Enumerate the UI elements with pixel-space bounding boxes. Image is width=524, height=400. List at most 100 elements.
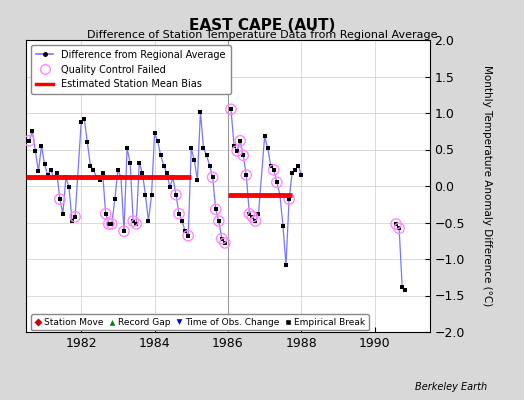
Point: [251, 218, 259, 224]
Point: [169, 174, 177, 180]
Point: [282, 262, 290, 268]
Point: [285, 196, 293, 202]
Point: [129, 218, 137, 224]
Point: [71, 214, 79, 220]
Point: [135, 160, 144, 166]
Point: [221, 240, 229, 246]
Point: [172, 192, 180, 198]
Point: [248, 214, 257, 220]
Point: [107, 221, 116, 227]
Point: [184, 232, 192, 239]
Point: [230, 143, 238, 149]
Point: [217, 235, 226, 242]
Point: [95, 177, 104, 183]
Point: [291, 167, 299, 173]
Point: [123, 145, 131, 151]
Point: [31, 148, 39, 154]
Point: [99, 170, 107, 176]
Point: [294, 162, 302, 169]
Text: Berkeley Earth: Berkeley Earth: [415, 382, 487, 392]
Point: [104, 221, 113, 227]
Point: [159, 162, 168, 169]
Point: [221, 240, 229, 246]
Point: [144, 218, 152, 224]
Point: [59, 210, 67, 217]
Point: [102, 210, 110, 217]
Point: [227, 106, 235, 112]
Point: [71, 214, 79, 220]
Y-axis label: Monthly Temperature Anomaly Difference (°C): Monthly Temperature Anomaly Difference (…: [482, 65, 492, 307]
Point: [224, 316, 232, 322]
Point: [242, 172, 250, 178]
Point: [202, 152, 211, 158]
Point: [34, 168, 42, 174]
Point: [233, 148, 241, 154]
Point: [120, 228, 128, 234]
Point: [120, 228, 128, 234]
Point: [285, 196, 293, 202]
Point: [77, 118, 85, 125]
Point: [297, 172, 305, 178]
Point: [175, 210, 183, 217]
Point: [162, 170, 171, 176]
Point: [395, 225, 403, 232]
Point: [269, 167, 278, 173]
Point: [267, 162, 275, 169]
Point: [196, 108, 204, 115]
Point: [248, 214, 257, 220]
Point: [272, 179, 281, 186]
Point: [276, 192, 284, 198]
Point: [178, 218, 186, 224]
Point: [395, 225, 403, 232]
Point: [269, 167, 278, 173]
Point: [138, 170, 147, 176]
Point: [212, 206, 220, 212]
Point: [401, 286, 409, 293]
Point: [117, 174, 125, 180]
Point: [150, 130, 159, 137]
Point: [102, 210, 110, 217]
Point: [62, 174, 70, 180]
Point: [272, 179, 281, 186]
Point: [184, 232, 192, 239]
Point: [398, 284, 406, 290]
Point: [212, 206, 220, 212]
Legend: Station Move, Record Gap, Time of Obs. Change, Empirical Break: Station Move, Record Gap, Time of Obs. C…: [31, 314, 369, 330]
Point: [111, 196, 119, 202]
Point: [86, 162, 94, 169]
Point: [56, 196, 64, 202]
Point: [132, 221, 140, 227]
Point: [236, 138, 244, 144]
Point: [129, 218, 137, 224]
Point: [288, 170, 296, 176]
Point: [209, 174, 217, 180]
Point: [68, 218, 76, 224]
Point: [52, 170, 61, 176]
Point: [25, 138, 34, 144]
Point: [154, 138, 162, 144]
Point: [83, 139, 92, 145]
Point: [114, 167, 122, 173]
Point: [227, 106, 235, 112]
Text: Difference of Station Temperature Data from Regional Average: Difference of Station Temperature Data f…: [87, 30, 437, 40]
Text: EAST CAPE (AUT): EAST CAPE (AUT): [189, 18, 335, 33]
Point: [279, 223, 287, 229]
Point: [245, 210, 254, 217]
Point: [37, 143, 46, 149]
Point: [56, 196, 64, 202]
Point: [166, 184, 174, 191]
Point: [239, 152, 247, 158]
Point: [107, 221, 116, 227]
Point: [205, 162, 214, 169]
Point: [65, 184, 73, 191]
Point: [104, 221, 113, 227]
Point: [92, 174, 101, 180]
Point: [80, 116, 89, 122]
Point: [260, 133, 269, 140]
Point: [233, 148, 241, 154]
Point: [28, 128, 37, 134]
Point: [147, 192, 156, 198]
Point: [236, 138, 244, 144]
Point: [132, 221, 140, 227]
Point: [157, 152, 165, 158]
